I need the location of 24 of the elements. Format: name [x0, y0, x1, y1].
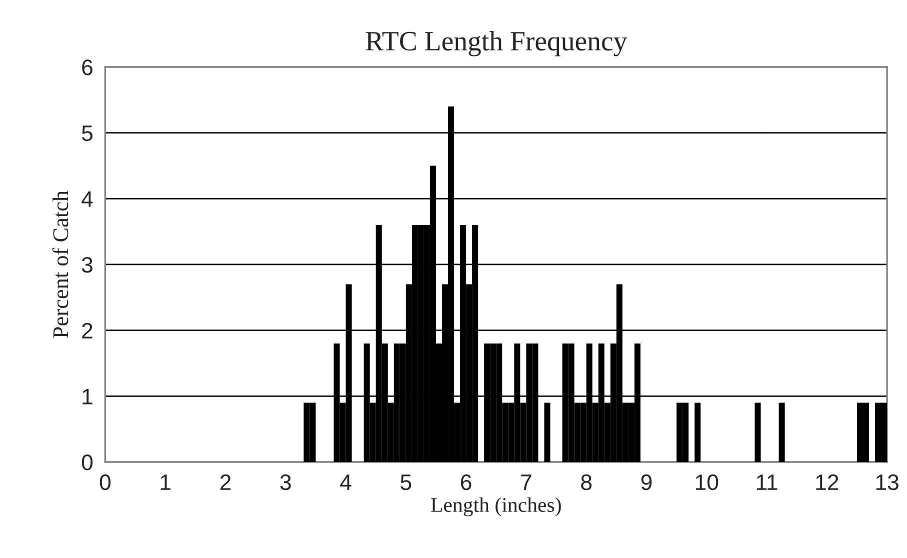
x-tick-label: 11 [756, 474, 778, 490]
x-tick-label: 8 [581, 474, 592, 490]
x-tick-label: 3 [280, 474, 291, 490]
x-tick-label: 5 [400, 474, 412, 490]
x-tick-label: 9 [641, 474, 652, 490]
y-tick-label: 2 [82, 322, 92, 338]
x-axis-title: Length (inches) [431, 497, 561, 516]
x-tick-label: 2 [220, 474, 231, 490]
y-axis-title: Percent of Catch [52, 190, 68, 338]
x-tick-label: 12 [816, 474, 838, 490]
x-tick-label: 6 [461, 474, 472, 490]
x-tick-label: 0 [100, 474, 111, 490]
y-tick-label: 0 [82, 454, 93, 470]
y-tick-label: 3 [82, 257, 92, 273]
y-tick-label: 6 [82, 59, 92, 76]
x-tick-label: 10 [696, 474, 718, 490]
x-tick-label: 7 [521, 474, 532, 490]
x-tick-label: 1 [160, 474, 170, 490]
y-tick-label: 5 [82, 126, 92, 142]
x-tick-label: 4 [340, 474, 352, 490]
chart-title: RTC Length Frequency [366, 31, 628, 56]
x-tick-label: 13 [876, 474, 898, 490]
y-tick-label: 1 [82, 388, 92, 404]
y-tick-label: 4 [82, 191, 93, 207]
